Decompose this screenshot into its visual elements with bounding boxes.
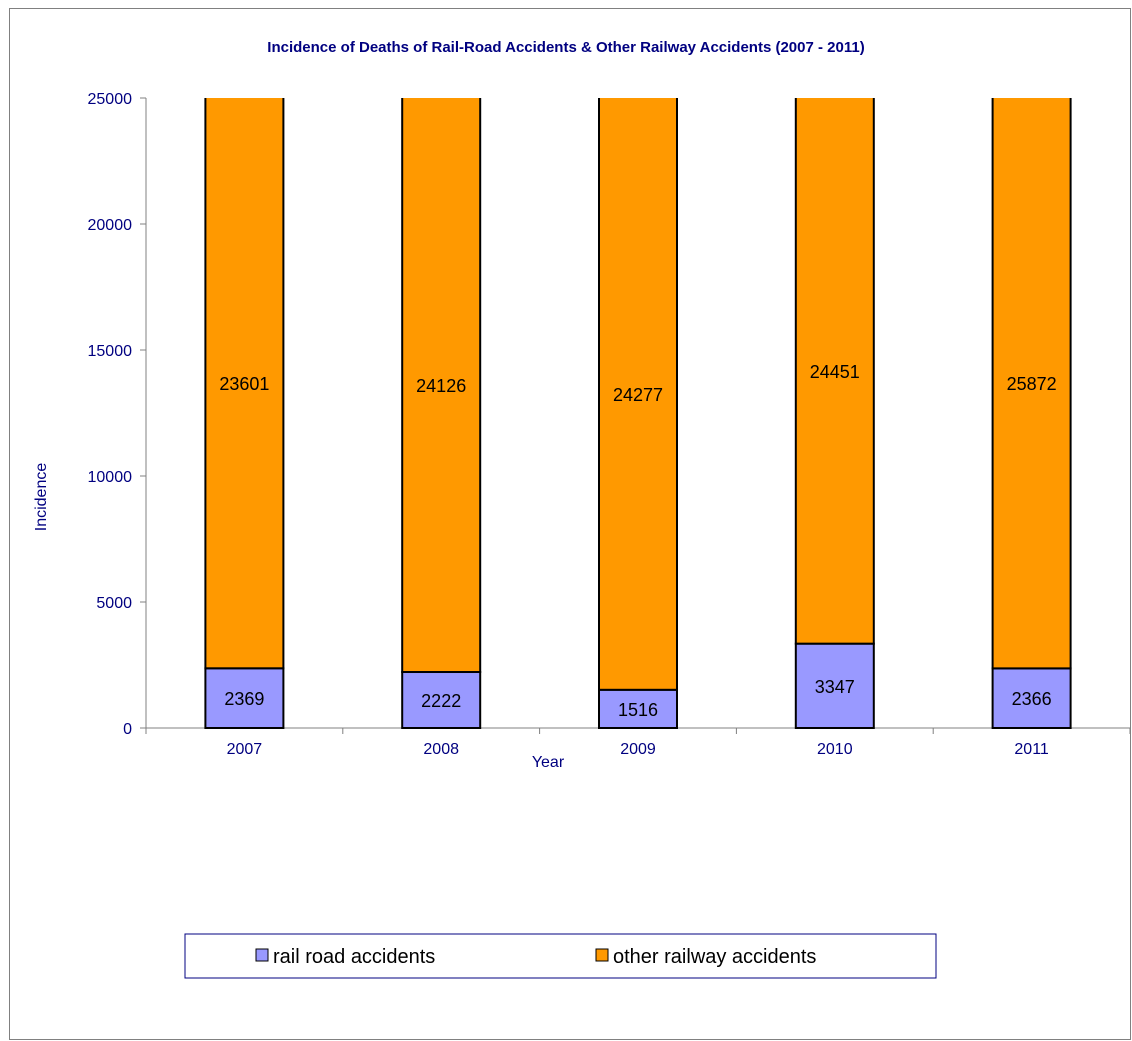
y-tick-label: 10000: [88, 469, 133, 486]
data-label: 24451: [810, 362, 860, 382]
legend-swatch: [255, 948, 269, 962]
x-axis: 2007 2008 2009 2010 2011: [145, 727, 1131, 758]
x-tick-label: 2008: [423, 741, 459, 758]
y-tick-label: 25000: [88, 91, 133, 108]
legend-swatch: [595, 948, 609, 962]
y-axis-title: Incidence: [33, 463, 50, 532]
data-label: 23601: [219, 374, 269, 394]
data-label: 24277: [613, 385, 663, 405]
bar-other-railway-accidents-2007: [204, 98, 285, 670]
data-label: 2369: [224, 689, 264, 709]
data-label: 1516: [618, 700, 658, 720]
y-tick-label: 20000: [88, 217, 133, 234]
bars-group: [204, 98, 1072, 730]
x-tick-label: 2009: [620, 741, 656, 758]
chart-title: Incidence of Deaths of Rail-Road Acciden…: [267, 39, 864, 56]
chart-frame: [9, 8, 1131, 1040]
data-labels-group: 2369 23601 2222 24126 1516 24277 3347 24451 2366…: [219, 362, 1056, 720]
y-tick-label: 15000: [88, 343, 133, 360]
data-label: 2366: [1012, 689, 1052, 709]
bar-other-railway-accidents-2009: [598, 98, 678, 691]
data-label: 3347: [815, 677, 855, 697]
bar-rail-road-accidents-2008: [401, 671, 482, 730]
bar-other-railway-accidents-2010: [794, 98, 875, 645]
x-tick-label: 2011: [1014, 741, 1049, 758]
legend: rail road accidents other railway acciden…: [184, 933, 937, 979]
y-tick-label: 5000: [96, 595, 132, 612]
y-tick-label: 0: [123, 721, 132, 738]
x-axis-title: Year: [532, 754, 565, 771]
bar-rail-road-accidents-2009: [598, 688, 678, 730]
data-label: 2222: [421, 691, 461, 711]
legend-label: other railway accidents: [613, 946, 816, 968]
bar-rail-road-accidents-2011: [991, 667, 1072, 729]
x-tick-label: 2007: [227, 741, 263, 758]
bar-other-railway-accidents-2008: [401, 98, 482, 674]
data-label: 24126: [416, 376, 466, 396]
legend-label: rail road accidents: [273, 946, 435, 968]
bar-rail-road-accidents-2010: [794, 642, 875, 729]
legend-box: [184, 933, 937, 979]
data-label: 25872: [1007, 374, 1057, 394]
bar-other-railway-accidents-2011: [991, 98, 1072, 670]
y-axis: 0 5000 10000 15000 20000 25000: [88, 91, 147, 738]
bar-rail-road-accidents-2007: [204, 667, 285, 730]
x-tick-label: 2010: [817, 741, 853, 758]
